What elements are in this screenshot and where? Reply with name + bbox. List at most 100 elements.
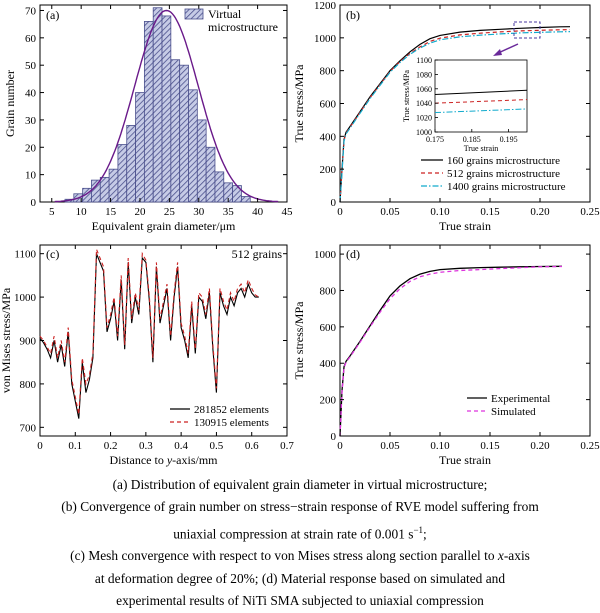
x-tick-label: 0.05 [380,440,400,452]
caption-line-4: (c) Mesh convergence with respect to von… [0,545,600,567]
caption-line-1: (a) Distribution of equivalent grain dia… [112,477,488,492]
inset-series-line [434,108,528,114]
x-axis-label: True strain [439,453,491,467]
x-tick-label: 0.10 [430,440,450,452]
caption-line-4-var: x [497,548,504,564]
caption-line-6: experimental results of NiTi SMA subject… [116,592,484,608]
chart-annotation: 512 grains [232,247,283,261]
x-tick-label: 0.5 [210,440,224,452]
inset-y-tick-label: 1080 [416,70,432,79]
x-axis-label-part: Distance to [110,453,167,467]
inset-y-tick-label: 1000 [416,128,432,137]
y-axis-label: True stress/MPa [292,64,306,143]
x-tick-label: 0.6 [245,440,259,452]
inset-series-line [434,99,528,104]
panel-label: (b) [346,8,360,22]
plot-frame [339,244,591,437]
series-line [339,265,563,437]
inset-y-tick-label: 1040 [416,99,432,108]
x-tick-label: 30 [193,206,205,218]
histogram-bar [205,146,216,203]
legend-label: 1400 grains microstructure [447,181,566,193]
zoom-arrowhead [493,49,502,56]
y-tick-label: 800 [320,66,337,78]
x-tick-label: 0.4 [174,440,188,452]
y-tick-label: 0 [331,431,337,443]
x-tick-label: 0 [337,440,343,452]
x-tick-label: 0.10 [430,206,450,218]
histogram-bar [108,168,119,203]
panel-c: 0 0.1 0.2 0.3 0.4 0.5 0.6 0.7 700 800 900 1000 1100 D… [0,244,294,467]
inset-x-tick-label: 0.195 [500,135,518,144]
x-tick-label: 45 [282,206,294,218]
inset-y-axis-label: True stress/MPa [402,70,411,122]
y-tick-label: 30 [25,115,37,127]
caption-line-3-sup: −1 [413,524,424,535]
x-axis-label-part: y [166,453,173,467]
caption-line-3: uniaxial compression at strain rate of 0… [0,519,600,546]
x-tick-label: 15 [105,206,117,218]
histogram-bar [161,15,172,203]
x-tick-label: 0.20 [530,440,550,452]
y-tick-label: 1000 [14,292,37,304]
y-tick-label: 700 [20,422,37,434]
y-tick-label: 400 [320,131,337,143]
y-tick-label: 50 [25,60,37,72]
inset-y-tick-label: 1060 [416,85,432,94]
caption-line-4-text: (c) Mesh convergence with respect to von… [70,548,498,564]
y-tick-label: 40 [25,88,37,100]
y-tick-label: 800 [320,285,337,297]
x-tick-label: 10 [76,206,88,218]
y-tick-label: 600 [320,322,337,334]
caption-line-3-text: uniaxial compression at strain rate of 0… [173,526,414,542]
inset-x-tick-label: 0.175 [426,135,444,144]
y-axis-label: Grain number [3,70,17,137]
y-tick-label: 800 [20,379,37,391]
x-tick-label: 20 [134,206,146,218]
x-tick-label: 0.15 [480,440,500,452]
y-tick-label: 900 [20,336,37,348]
inset-frame [434,59,528,133]
series-line [39,249,260,415]
figure: 5 10 15 20 25 30 35 40 45010203040506070Equivale… [0,0,600,467]
inset-x-tick-label: 0.185 [463,135,481,144]
x-tick-label: 0.1 [68,440,82,452]
series-line [339,265,563,437]
x-axis-label: Distance to y-axis/mm [110,453,219,467]
x-tick-label: 35 [223,206,235,218]
legend-label: 512 grains microstructure [447,168,560,180]
x-tick-label: 0.7 [280,440,294,452]
x-axis-label: True strain [439,219,491,233]
histogram-bar [117,144,128,203]
histogram-bar [214,171,225,203]
x-tick-label: 0.25 [580,440,600,452]
panel-label: (c) [46,247,59,261]
y-tick-label: 20 [25,142,37,154]
histogram-bar [99,176,110,203]
y-tick-label: 1000 [314,33,337,45]
histogram-bar [135,92,145,203]
x-tick-label: 0.15 [480,206,500,218]
legend-label: Virtual [208,7,242,21]
caption-line-5: at deformation degree of 20%; (d) Materi… [94,570,506,586]
x-tick-label: 0.05 [380,206,400,218]
normal-fit-curve [54,9,279,203]
series-line [339,31,571,203]
histogram-bar [152,7,163,203]
x-axis-label-part: -axis/mm [172,453,218,467]
inset-series-line [434,89,528,96]
y-tick-label: 600 [320,99,337,111]
y-tick-label: 200 [320,395,337,407]
inset-y-tick-label: 1100 [416,56,432,65]
x-tick-label: 0.20 [530,206,550,218]
y-tick-label: 1100 [14,249,36,261]
caption-line-3-end: ; [423,526,427,542]
y-tick-label: 200 [320,164,337,176]
histogram-bar [170,59,181,203]
x-axis-label: Equivalent grain diameter/μm [92,219,236,233]
legend-label: Simulated [491,406,536,418]
x-tick-label: 0.3 [139,440,153,452]
inset-x-axis-label: True strain [464,144,499,153]
x-tick-label: 0.25 [580,206,600,218]
y-axis-label: von Mises stress/MPa [0,287,13,393]
